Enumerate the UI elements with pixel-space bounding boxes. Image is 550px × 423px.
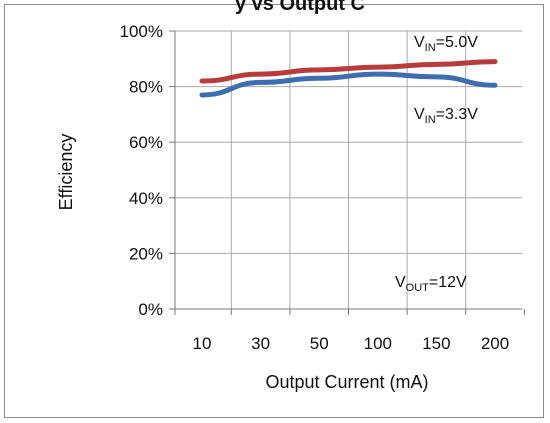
series-lines (199, 59, 498, 98)
series-label-vin-3v3: VIN=3.3V (414, 106, 478, 126)
x-tick-label: 200 (481, 334, 509, 353)
y-tick-label: 40% (129, 189, 163, 208)
y-tick-label: 20% (129, 244, 163, 263)
x-tick-label: 30 (251, 334, 270, 353)
y-tick-label: 60% (129, 133, 163, 152)
y-tick-label: 80% (129, 78, 163, 97)
x-axis-title: Output Current (mA) (265, 372, 428, 392)
x-tick-label: 50 (310, 334, 329, 353)
series-line-0 (199, 59, 498, 84)
vout-annotation: VOUT=12V (395, 274, 467, 294)
axes (169, 30, 525, 315)
y-tick-label: 100% (120, 22, 163, 41)
x-tick-label: 150 (422, 334, 450, 353)
series-label-vin-5v: VIN=5.0V (414, 34, 478, 54)
tick-labels: 0% 20% 40% 60% 80% 100% 10 30 50 100 150 200 (120, 22, 510, 353)
x-tick-label: 10 (193, 334, 212, 353)
y-tick-label: 0% (138, 300, 163, 319)
chart-title: y vs Output C (235, 0, 365, 15)
series-line-1 (199, 71, 498, 98)
grid (175, 30, 522, 309)
y-axis-title: Efficiency (56, 134, 76, 211)
x-tick-label: 100 (364, 334, 392, 353)
